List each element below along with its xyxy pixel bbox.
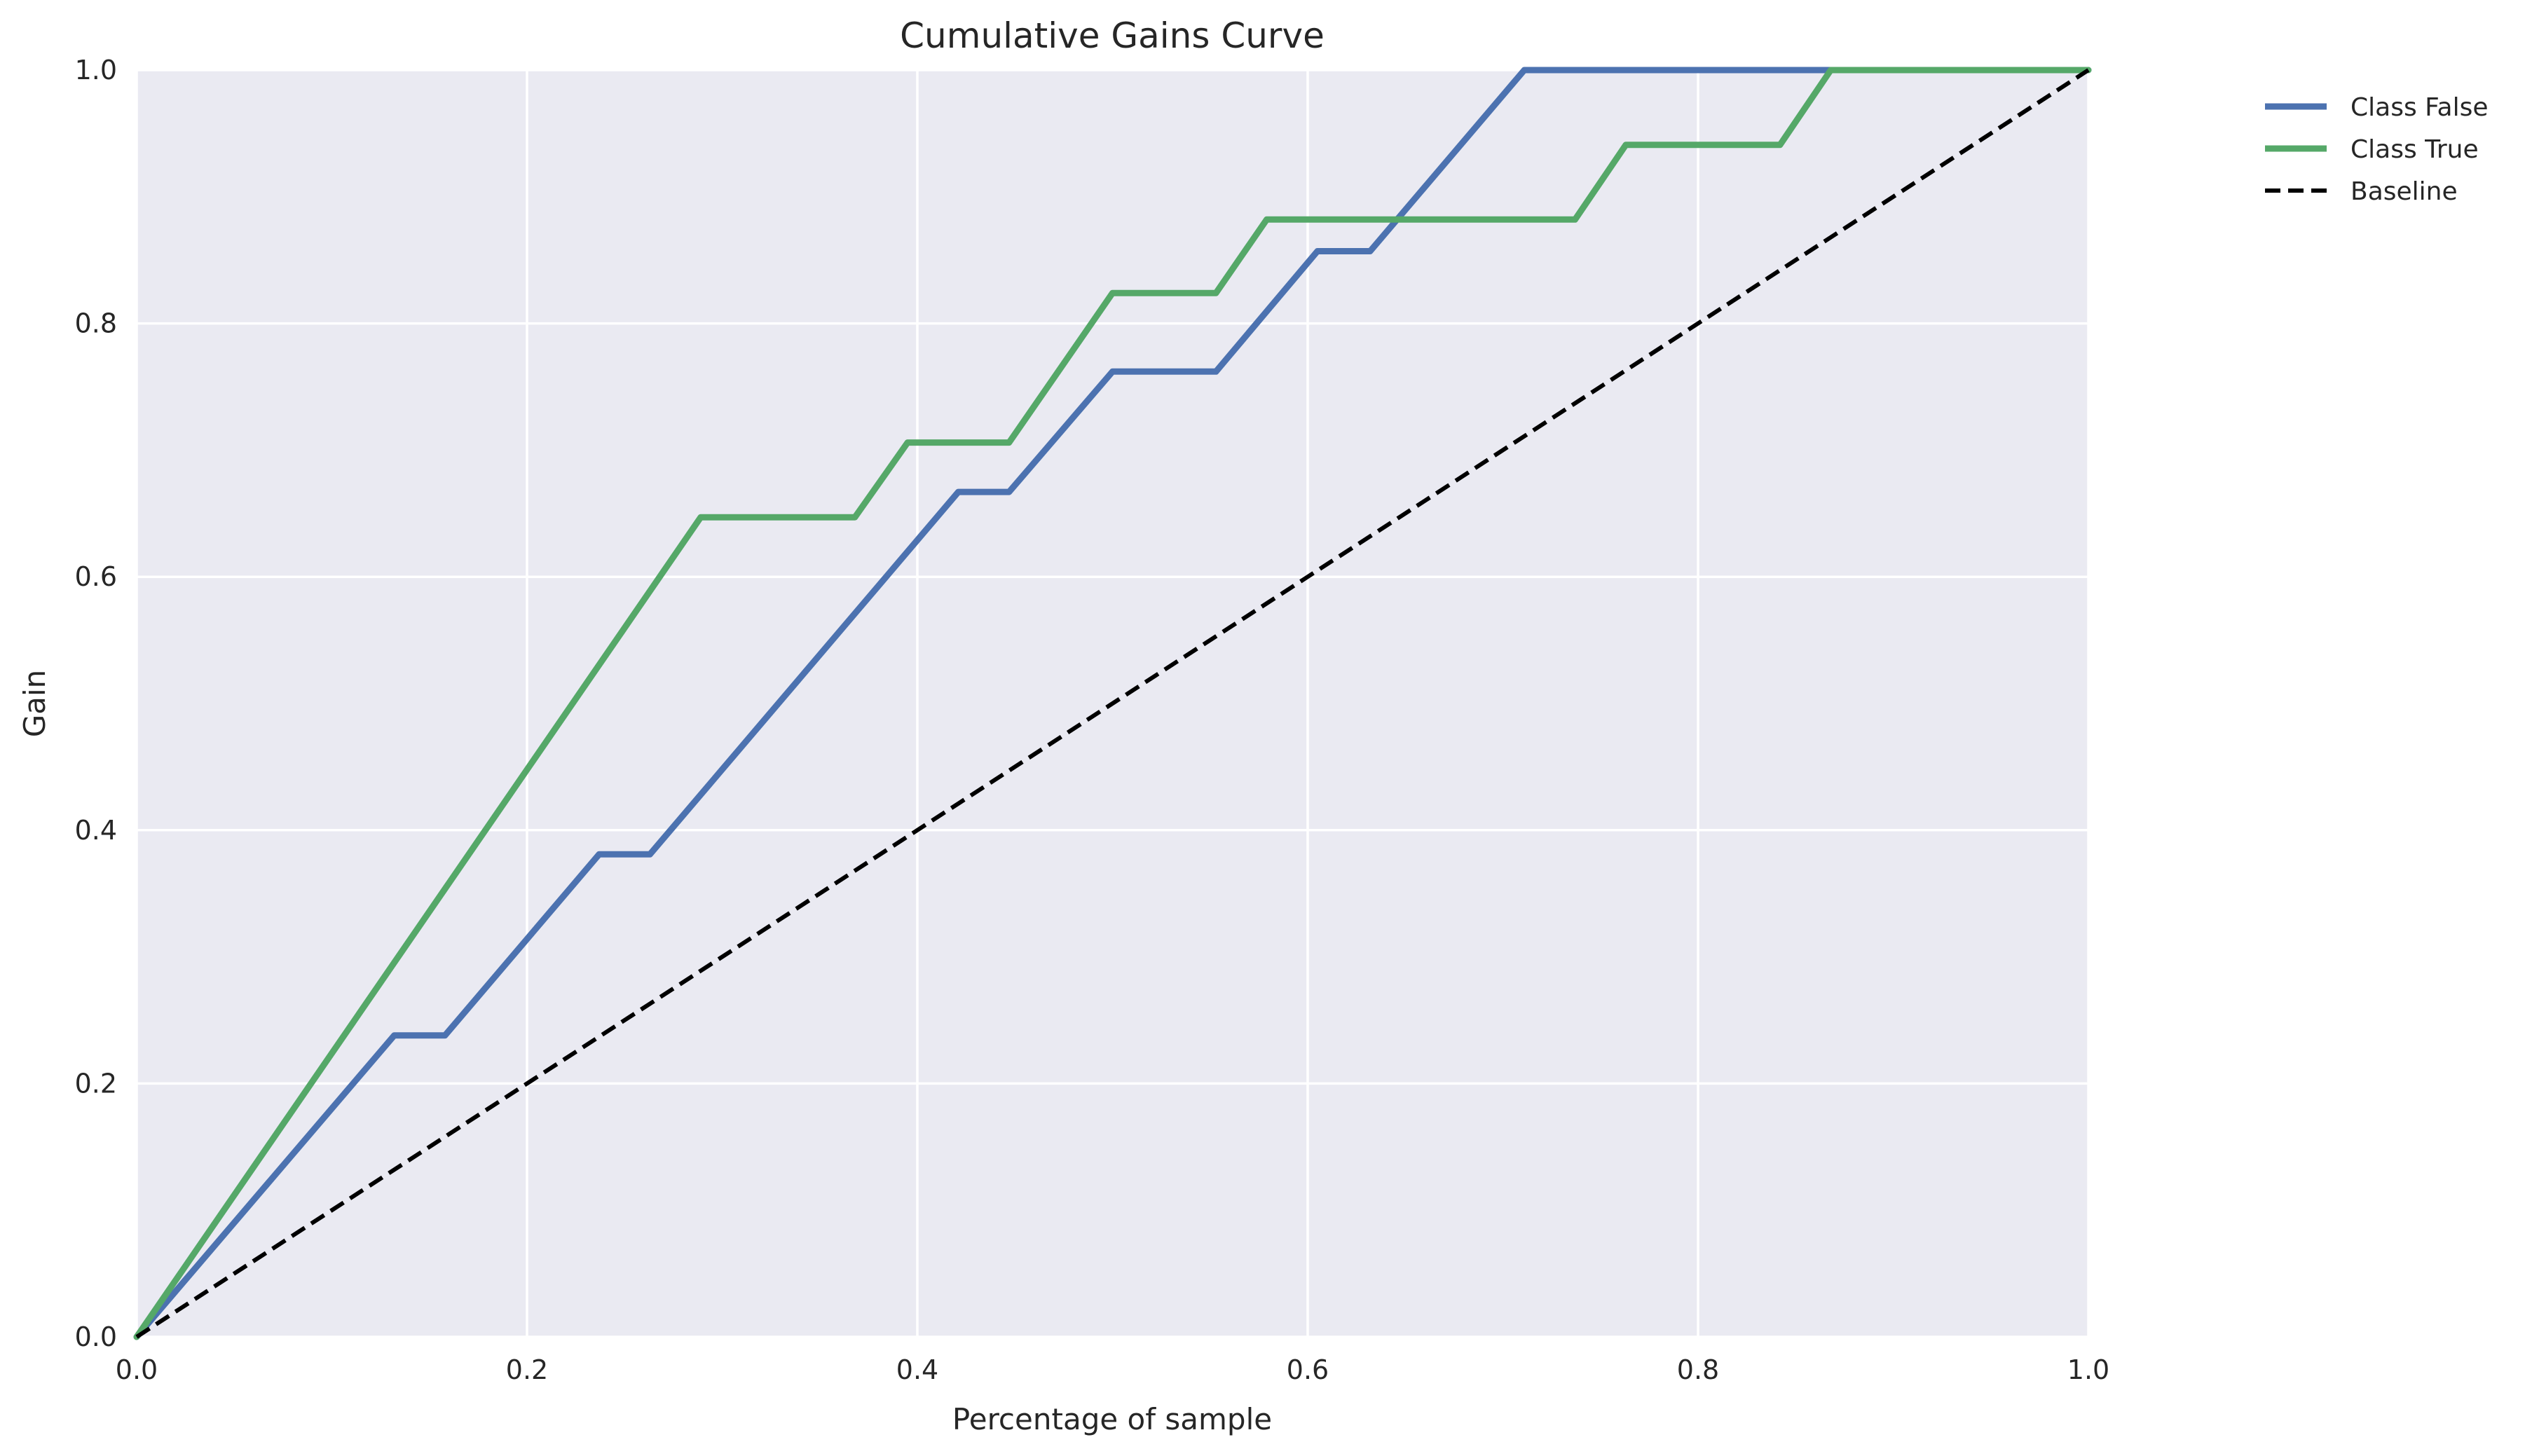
x-tick-label: 0.8 (1677, 1354, 1719, 1385)
x-tick-label: 0.6 (1287, 1354, 1329, 1385)
x-tick-label: 0.4 (896, 1354, 938, 1385)
y-tick-label: 1.0 (75, 55, 117, 85)
x-tick-labels: 0.0 0.2 0.4 0.6 0.8 1.0 (116, 1354, 2109, 1385)
x-tick-label: 0.2 (506, 1354, 548, 1385)
chart-title: Cumulative Gains Curve (900, 15, 1325, 56)
y-tick-label: 0.2 (75, 1068, 117, 1099)
x-tick-label: 0.0 (116, 1354, 158, 1385)
legend-label: Class False (2350, 93, 2489, 122)
y-tick-label: 0.8 (75, 308, 117, 339)
y-tick-labels: 0.0 0.2 0.4 0.6 0.8 1.0 (75, 55, 117, 1352)
y-tick-label: 0.0 (75, 1321, 117, 1352)
y-tick-label: 0.4 (75, 815, 117, 846)
series-line-baseline (135, 68, 2090, 1339)
series-layer (133, 67, 2092, 1340)
grid-lines (135, 69, 2090, 1338)
x-axis-label: Percentage of sample (952, 1402, 1272, 1436)
y-axis-label: Gain (18, 670, 52, 738)
y-tick-label: 0.6 (75, 561, 117, 592)
legend-label: Baseline (2350, 177, 2458, 206)
legend-label: Class True (2350, 135, 2479, 164)
x-tick-label: 1.0 (2067, 1354, 2109, 1385)
legend: Class False Class True Baseline (2265, 93, 2489, 206)
series-line-class-false (133, 67, 2092, 1340)
series-line-class-true (133, 67, 2092, 1340)
